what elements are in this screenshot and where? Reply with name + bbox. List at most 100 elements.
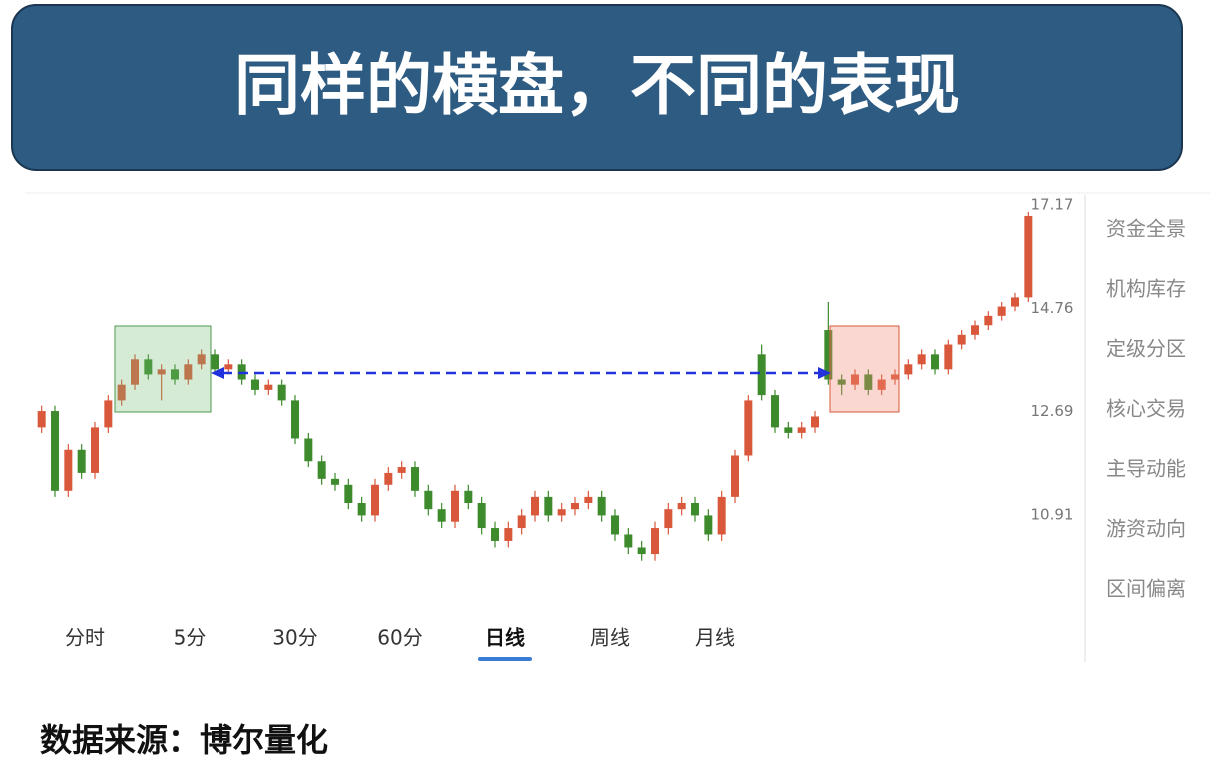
candle-body xyxy=(64,449,73,491)
candle-body xyxy=(984,315,993,326)
chart: 10.91 12.69 14.76 17.17 xyxy=(37,196,1074,561)
candle-body xyxy=(451,490,459,522)
candle-body xyxy=(304,438,313,462)
menu-item[interactable]: 资金全景 xyxy=(1106,217,1186,241)
arrow-head xyxy=(818,367,831,379)
y-tick-label: 10.91 xyxy=(1031,505,1074,523)
candle-body xyxy=(344,484,353,504)
candle-body xyxy=(277,384,286,401)
candle-body xyxy=(157,369,166,375)
candle-body xyxy=(104,400,113,428)
candle-body xyxy=(584,496,593,504)
candle-body xyxy=(757,354,766,396)
candle-body xyxy=(424,490,433,510)
candle-body xyxy=(717,496,726,535)
menu-item[interactable]: 主导动能 xyxy=(1106,457,1186,481)
candle-body xyxy=(211,354,219,370)
candle-body xyxy=(357,503,366,516)
candle-body xyxy=(197,354,206,365)
menu-item[interactable]: 定级分区 xyxy=(1106,337,1186,361)
candle-body xyxy=(904,364,913,375)
candle-body xyxy=(971,325,979,335)
candle-body xyxy=(504,528,513,541)
candle-body xyxy=(624,534,633,548)
candle-body xyxy=(544,496,553,516)
candle-body xyxy=(557,509,566,516)
y-tick-label: 14.76 xyxy=(1031,299,1074,317)
candle-body xyxy=(651,528,659,555)
candle-body xyxy=(744,400,753,456)
tab-bar: 分时 5分 30分 60分 日线 周线 月线 xyxy=(65,626,735,661)
tab[interactable]: 周线 xyxy=(590,626,630,650)
candle-body xyxy=(464,490,473,504)
candle-body xyxy=(117,384,126,401)
candle-body xyxy=(864,374,873,390)
candle-body xyxy=(371,484,379,516)
candle-body xyxy=(1024,215,1033,298)
candle-body xyxy=(531,496,539,516)
candle-body xyxy=(37,411,46,428)
title-banner xyxy=(11,4,1183,171)
candle-body xyxy=(784,427,793,433)
candle-body xyxy=(731,455,739,497)
menu-item[interactable]: 游资动向 xyxy=(1106,517,1186,541)
range-box xyxy=(114,325,212,413)
candle-body xyxy=(184,364,193,380)
source-note: 数据来源：博尔量化 xyxy=(40,721,328,759)
candle-body xyxy=(317,461,326,479)
candle-body xyxy=(824,330,833,380)
candle-body xyxy=(331,478,339,485)
candle-body xyxy=(597,496,606,516)
candle-body xyxy=(171,369,179,380)
candle-body xyxy=(664,509,673,529)
candle-body xyxy=(384,472,393,485)
candle-body xyxy=(1011,297,1019,307)
arrow-head xyxy=(211,367,224,379)
candle-body xyxy=(491,528,499,541)
y-tick-label: 12.69 xyxy=(1031,402,1074,420)
banner-title: 同样的横盘，不同的表现 xyxy=(234,47,960,124)
menu-item[interactable]: 核心交易 xyxy=(1106,397,1186,421)
candle-body xyxy=(571,503,579,510)
candle-body xyxy=(637,547,646,555)
candle-body xyxy=(144,359,153,375)
candle-body xyxy=(477,503,486,529)
candle-body xyxy=(77,449,86,473)
candle-body xyxy=(51,411,59,491)
tab[interactable]: 60分 xyxy=(377,626,422,650)
tab[interactable]: 日线 xyxy=(485,626,525,650)
tab[interactable]: 月线 xyxy=(695,626,735,650)
candle-body xyxy=(891,374,899,380)
candle-body xyxy=(224,364,233,370)
candle-body xyxy=(437,509,446,522)
candle-body xyxy=(877,379,886,390)
candle-body xyxy=(91,427,99,473)
candle-body xyxy=(997,306,1006,316)
candle-body xyxy=(251,379,259,390)
candle-body xyxy=(917,354,926,365)
candle-body xyxy=(131,359,139,385)
menu-item[interactable]: 区间偏离 xyxy=(1106,577,1186,601)
tab[interactable]: 分时 xyxy=(65,626,105,650)
candle-body xyxy=(411,467,419,491)
candle-body xyxy=(704,515,713,535)
menu-item[interactable]: 机构库存 xyxy=(1106,277,1186,301)
candle-body xyxy=(691,503,699,516)
candle-body xyxy=(677,503,686,510)
candle-body xyxy=(517,515,526,529)
candle-body xyxy=(851,374,859,385)
candle-body xyxy=(931,354,939,370)
candle-body xyxy=(797,427,806,433)
tab[interactable]: 5分 xyxy=(174,626,207,650)
candle-body xyxy=(837,379,846,385)
tab-underline xyxy=(478,657,532,661)
candle-body xyxy=(944,344,953,370)
y-tick-label: 17.17 xyxy=(1031,196,1074,214)
candle-body xyxy=(771,395,779,428)
candle-body xyxy=(291,400,299,439)
tab[interactable]: 30分 xyxy=(272,626,317,650)
range-box xyxy=(829,325,900,413)
candle-body xyxy=(397,467,406,473)
